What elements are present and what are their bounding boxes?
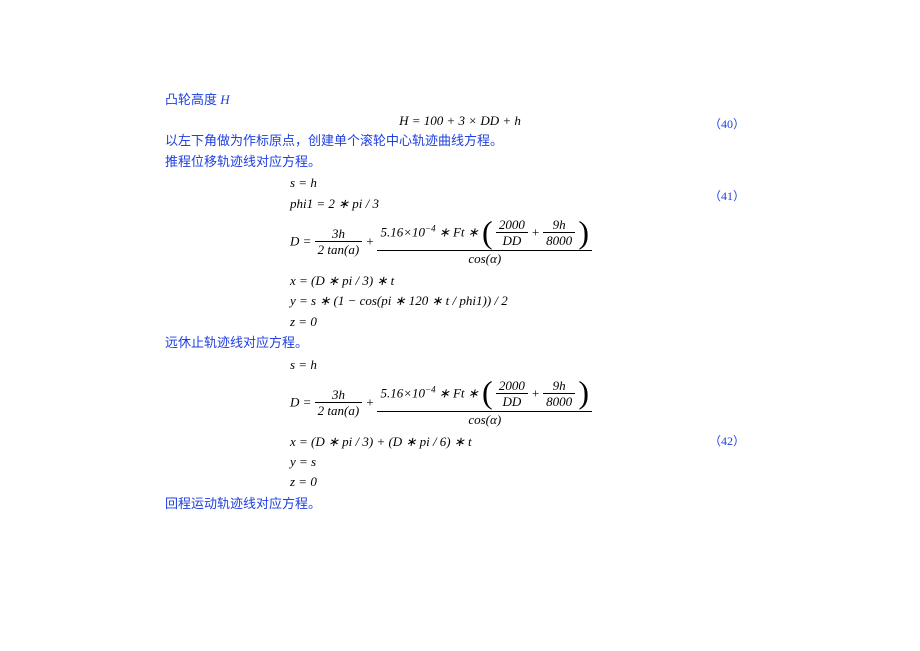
rparen2-icon: ) <box>578 378 589 406</box>
lparen-icon: ( <box>482 218 493 246</box>
var-H: H <box>220 92 229 107</box>
eq41-r3: D = 3h 2 tan(a) + 5.16×10−4 ∗ Ft ∗ ( 200… <box>290 217 755 268</box>
eq42-iplus: + <box>531 385 543 400</box>
equation-40-number: （40） <box>709 115 745 132</box>
text-return-trajectory: 回程运动轨迹线对应方程。 <box>165 494 755 515</box>
eq42-r5: y = s <box>290 453 755 471</box>
eq41-f2-den: cos(α) <box>377 251 592 268</box>
eq41-f2-num-b: ∗ Ft ∗ <box>436 225 479 240</box>
eq41-r2: phi1 = 2 ∗ pi / 3 <box>290 195 755 213</box>
eq42-if1-num: 2000 <box>496 378 528 395</box>
eq42-f2-num-b: ∗ Ft ∗ <box>436 385 479 400</box>
eq41-r6: z = 0 <box>290 313 755 331</box>
text-push-trajectory: 推程位移轨迹线对应方程。 <box>165 152 755 173</box>
eq41-f2-sup: −4 <box>425 223 436 233</box>
eq41-f1-num: 3h <box>315 226 363 243</box>
equation-40-block: H = 100 + 3 × DD + h （40） <box>165 113 755 129</box>
eq41-iplus: + <box>531 225 543 240</box>
eq42-innerf1: 2000 DD <box>496 378 528 411</box>
lparen2-icon: ( <box>482 378 493 406</box>
eq42-r3-lhs: D = <box>290 394 311 409</box>
equation-40: H = 100 + 3 × DD + h <box>399 113 521 128</box>
eq42-r3: D = 3h 2 tan(a) + 5.16×10−4 ∗ Ft ∗ ( 200… <box>290 378 755 429</box>
eq42-plus: + <box>365 394 377 409</box>
eq41-r4: x = (D ∗ pi / 3) ∗ t <box>290 272 755 290</box>
eq41-r5: y = s ∗ (1 − cos(pi ∗ 120 ∗ t / phi1)) /… <box>290 292 755 310</box>
eq41-if1-num: 2000 <box>496 217 528 234</box>
eq41-innerf1: 2000 DD <box>496 217 528 250</box>
eq42-r6: z = 0 <box>290 473 755 491</box>
eq42-f2-num-a: 5.16×10 <box>380 385 425 400</box>
eq41-frac2: 5.16×10−4 ∗ Ft ∗ ( 2000 DD + 9h 8000 ) <box>377 217 592 268</box>
eq41-innerf2: 9h 8000 <box>543 217 575 250</box>
text-far-dwell: 远休止轨迹线对应方程。 <box>165 333 755 354</box>
eq42-f2-den: cos(α) <box>377 412 592 429</box>
eq41-f1-den: 2 tan(a) <box>315 242 363 259</box>
eq42-r4: x = (D ∗ pi / 3) + (D ∗ pi / 6) ∗ t <box>290 434 472 449</box>
eq41-r1: s = h <box>290 174 755 192</box>
eq41-f2-num-a: 5.16×10 <box>380 225 425 240</box>
equation-41-number: （41） <box>709 188 745 205</box>
eq42-innerf2: 9h 8000 <box>543 378 575 411</box>
eq42-frac1: 3h 2 tan(a) <box>315 387 363 420</box>
eq41-if1-den: DD <box>496 233 528 250</box>
eq42-f1-den: 2 tan(a) <box>315 403 363 420</box>
eq42-if2-num: 9h <box>543 378 575 395</box>
eq41-r3-lhs: D = <box>290 233 311 248</box>
equation-42-number: （42） <box>709 433 745 450</box>
text-origin-desc: 以左下角做为作标原点，创建单个滚轮中心轨迹曲线方程。 <box>165 131 755 152</box>
eq41-plus: + <box>365 233 377 248</box>
equation-42-block: s = h D = 3h 2 tan(a) + 5.16×10−4 ∗ Ft ∗… <box>165 356 755 492</box>
text-cam-height-label: 凸轮高度 <box>165 92 217 107</box>
equation-41-block: s = h phi1 = 2 ∗ pi / 3 D = 3h 2 tan(a) … <box>165 174 755 330</box>
eq42-r4-row: x = (D ∗ pi / 3) + (D ∗ pi / 6) ∗ t （42） <box>290 433 755 451</box>
heading-cam-height: 凸轮高度 H <box>165 90 755 111</box>
eq42-if1-den: DD <box>496 394 528 411</box>
eq42-frac2: 5.16×10−4 ∗ Ft ∗ ( 2000 DD + 9h 8000 ) <box>377 378 592 429</box>
rparen-icon: ) <box>578 218 589 246</box>
eq42-r1: s = h <box>290 356 755 374</box>
eq41-if2-den: 8000 <box>543 233 575 250</box>
eq41-frac1: 3h 2 tan(a) <box>315 226 363 259</box>
eq42-f2-sup: −4 <box>425 384 436 394</box>
eq42-f1-num: 3h <box>315 387 363 404</box>
eq41-if2-num: 9h <box>543 217 575 234</box>
eq42-f2-num: 5.16×10−4 ∗ Ft ∗ ( 2000 DD + 9h 8000 ) <box>377 378 592 412</box>
eq41-f2-num: 5.16×10−4 ∗ Ft ∗ ( 2000 DD + 9h 8000 ) <box>377 217 592 251</box>
eq42-if2-den: 8000 <box>543 394 575 411</box>
